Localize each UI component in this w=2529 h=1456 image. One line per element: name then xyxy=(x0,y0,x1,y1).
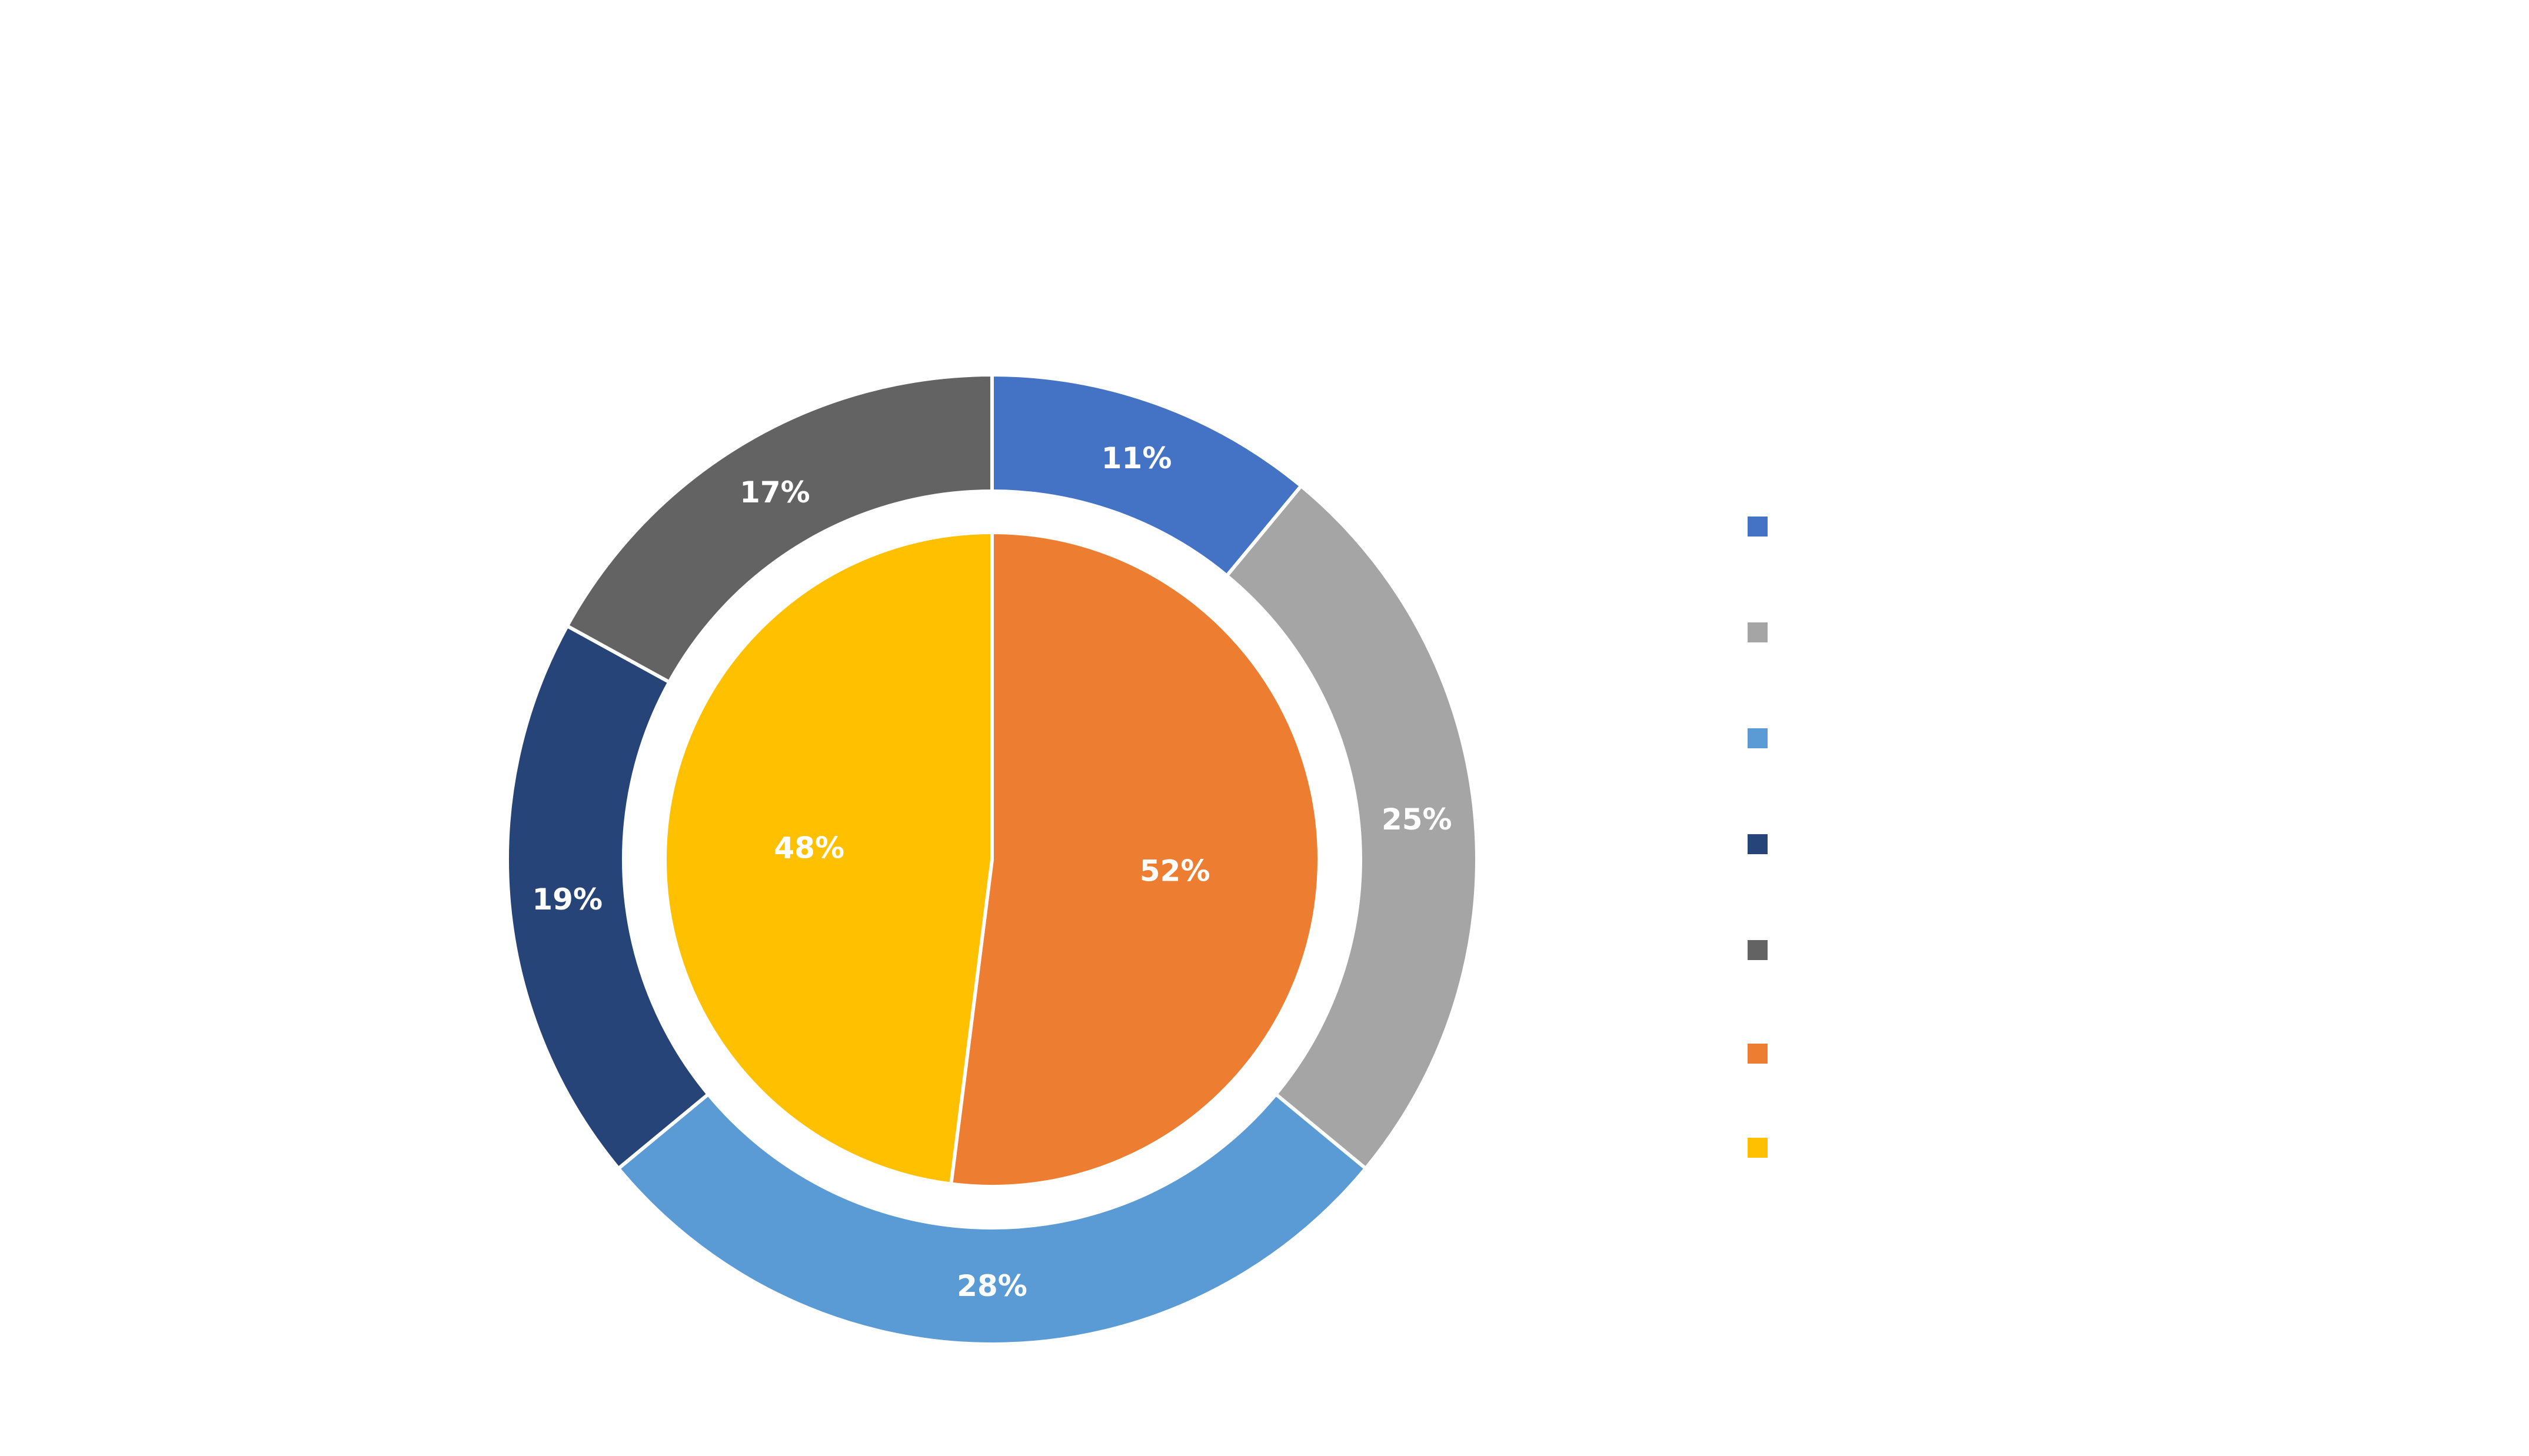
outer-slice-2 xyxy=(615,1091,1369,1346)
inner-pie xyxy=(663,530,1321,1188)
legend-swatch-4 xyxy=(1748,940,1768,960)
outer-slice-label-2: 28% xyxy=(957,1269,1027,1303)
inner-slice-label-0: 52% xyxy=(1140,854,1210,888)
inner-slice-label-1: 48% xyxy=(774,831,844,865)
legend-swatch-5 xyxy=(1748,1044,1768,1064)
outer-slice-4 xyxy=(564,372,994,685)
outer-slice-label-4: 17% xyxy=(740,475,810,509)
legend xyxy=(1748,517,1768,1158)
legend-swatch-1 xyxy=(1748,622,1768,642)
legend-swatch-0 xyxy=(1748,517,1768,537)
outer-slice-3 xyxy=(505,623,711,1171)
data-labels: 11% 25% 28% 19% 17% 52% 48% xyxy=(532,441,1452,1303)
inner-slice-0 xyxy=(949,530,1321,1188)
legend-swatch-6 xyxy=(1748,1138,1768,1158)
legend-swatch-3 xyxy=(1748,834,1768,854)
outer-slice-1 xyxy=(1224,483,1479,1171)
legend-swatch-2 xyxy=(1748,728,1768,748)
outer-slice-label-0: 11% xyxy=(1102,441,1172,475)
inner-slice-1 xyxy=(663,530,994,1186)
outer-ring xyxy=(505,372,1479,1346)
outer-slice-label-3: 19% xyxy=(532,882,603,917)
outer-slice-label-1: 25% xyxy=(1382,802,1452,837)
